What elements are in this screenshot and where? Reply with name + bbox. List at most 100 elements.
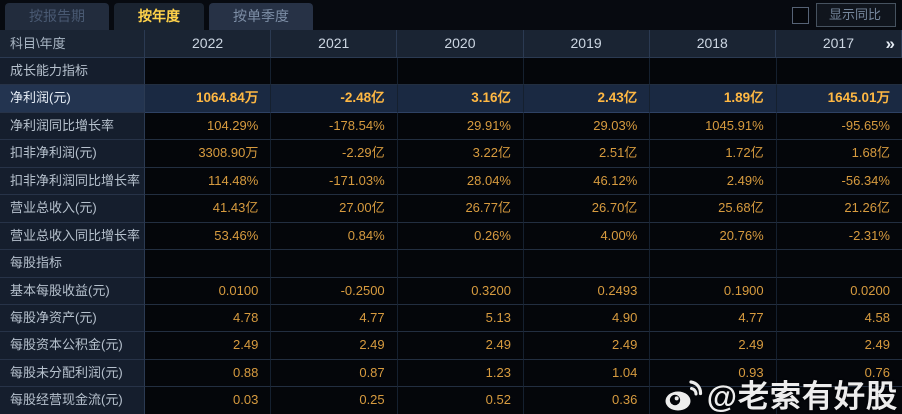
row-label: 每股指标	[0, 250, 145, 278]
value-cell: 1645.01万	[776, 85, 902, 113]
yoy-controls: 显示同比	[791, 3, 896, 27]
table-row[interactable]: 每股未分配利润(元) 0.88 0.87 1.23 1.04 0.93 0.76	[0, 359, 902, 388]
value-cell: 46.12%	[523, 167, 651, 196]
value-cell: 29.03%	[523, 112, 651, 141]
value-cell: 26.70亿	[523, 195, 651, 223]
table-row[interactable]: 每股资本公积金(元) 2.49 2.49 2.49 2.49 2.49 2.49	[0, 332, 902, 360]
value-cell: 2.49	[145, 332, 272, 360]
yoy-checkbox[interactable]	[791, 6, 809, 24]
row-label: 净利润(元)	[0, 85, 145, 113]
value-cell: 0.76	[776, 359, 902, 388]
value-cell: 2.43亿	[523, 85, 651, 113]
value-cell: 0.03	[145, 387, 272, 414]
value-cell: 4.90	[523, 304, 651, 333]
value-cell: 2.49	[397, 332, 524, 360]
row-label: 营业总收入同比增长率	[0, 222, 145, 251]
value-cell: 4.77	[650, 304, 777, 333]
value-cell: 0.3200	[397, 277, 524, 305]
value-cell: 53.46%	[145, 222, 272, 251]
value-cell: 2.51亿	[523, 140, 651, 168]
value-cell: 0.1900	[650, 277, 777, 305]
show-yoy-button[interactable]: 显示同比	[815, 3, 896, 27]
row-label: 扣非净利润(元)	[0, 140, 145, 168]
table-row[interactable]: 每股经营现金流(元) 0.03 0.25 0.52 0.36	[0, 387, 902, 414]
value-cell: 21.26亿	[776, 195, 902, 223]
table-row[interactable]: 扣非净利润同比增长率 114.48% -171.03% 28.04% 46.12% 2.4…	[0, 167, 902, 196]
value-cell: 28.04%	[397, 167, 524, 196]
value-cell: 2.49	[271, 332, 398, 360]
value-cell: 1.23	[397, 359, 524, 388]
row-label: 每股未分配利润(元)	[0, 359, 145, 388]
row-label: 扣非净利润同比增长率	[0, 167, 145, 196]
row-label: 每股净资产(元)	[0, 304, 145, 333]
value-cell	[650, 250, 777, 278]
value-cell: 114.48%	[145, 167, 272, 196]
value-cell: 1.89亿	[650, 85, 777, 113]
value-cell	[145, 250, 272, 278]
value-cell	[523, 250, 651, 278]
year-header[interactable]: 2018	[650, 30, 776, 57]
table-row[interactable]: 营业总收入(元) 41.43亿 27.00亿 26.77亿 26.70亿 25.68亿 21…	[0, 195, 902, 223]
value-cell: 2.49%	[650, 167, 777, 196]
value-cell	[271, 250, 398, 278]
value-cell: 0.52	[397, 387, 524, 414]
table-row[interactable]: 扣非净利润(元) 3308.90万 -2.29亿 3.22亿 2.51亿 1.72亿 1.6…	[0, 140, 902, 168]
value-cell: 0.87	[271, 359, 398, 388]
value-cell: 5.13	[397, 304, 524, 333]
tab-1[interactable]: 按报告期	[5, 3, 109, 30]
table-body: 成长能力指标 净利润(元) 1064.84万 -2.48亿 3.16亿 2.43亿 1.89…	[0, 58, 902, 414]
value-cell: 0.25	[271, 387, 398, 414]
table-row[interactable]: 基本每股收益(元) 0.0100 -0.2500 0.3200 0.2493 0.1900…	[0, 277, 902, 305]
value-cell: 0.93	[650, 359, 777, 388]
more-years-icon[interactable]: »	[885, 34, 895, 53]
value-cell	[650, 58, 777, 86]
value-cell: 4.77	[271, 304, 398, 333]
value-cell: 0.36	[523, 387, 651, 414]
row-label: 成长能力指标	[0, 58, 145, 86]
value-cell: 104.29%	[145, 112, 272, 141]
value-cell: 3.22亿	[397, 140, 524, 168]
value-cell: -56.34%	[776, 167, 902, 196]
financial-table: 科目\年度 2022 2021 2020 2019 2018 2017» 成长能力指标 净利…	[0, 30, 902, 414]
value-cell: 41.43亿	[145, 195, 272, 223]
value-cell: 1.68亿	[776, 140, 902, 168]
value-cell: -95.65%	[776, 112, 902, 141]
value-cell: 1.72亿	[650, 140, 777, 168]
value-cell: 2.49	[650, 332, 777, 360]
value-cell: 0.88	[145, 359, 272, 388]
year-header[interactable]: 2020	[397, 30, 524, 57]
value-cell: 2.49	[776, 332, 902, 360]
value-cell: 1045.91%	[650, 112, 777, 141]
value-cell: 1.04	[523, 359, 651, 388]
section-row: 每股指标	[0, 250, 902, 278]
value-cell	[650, 387, 777, 414]
value-cell: -2.31%	[776, 222, 902, 251]
corner-label: 科目\年度	[0, 30, 145, 57]
value-cell: 0.0100	[145, 277, 272, 305]
table-row[interactable]: 净利润同比增长率 104.29% -178.54% 29.91% 29.03% 1045.…	[0, 112, 902, 141]
value-cell: 3308.90万	[145, 140, 272, 168]
year-header[interactable]: 2021	[271, 30, 398, 57]
value-cell	[523, 58, 651, 86]
year-header[interactable]: 2017	[776, 30, 902, 57]
value-cell: 0.0200	[776, 277, 902, 305]
value-cell	[271, 58, 398, 86]
table-row[interactable]: 净利润(元) 1064.84万 -2.48亿 3.16亿 2.43亿 1.89亿 1645.…	[0, 85, 902, 113]
value-cell: 27.00亿	[271, 195, 398, 223]
row-label: 每股资本公积金(元)	[0, 332, 145, 360]
value-cell: -178.54%	[271, 112, 398, 141]
tab-3[interactable]: 按单季度	[209, 3, 313, 30]
year-header[interactable]: 2019	[524, 30, 650, 57]
table-row[interactable]: 营业总收入同比增长率 53.46% 0.84% 0.26% 4.00% 20.76% -2.…	[0, 222, 902, 251]
value-cell: 0.84%	[271, 222, 398, 251]
tab-2[interactable]: 按年度	[114, 3, 204, 30]
tab-bar: 按报告期 按年度 按单季度 显示同比	[0, 0, 902, 30]
value-cell: 0.2493	[523, 277, 651, 305]
value-cell: 26.77亿	[397, 195, 524, 223]
value-cell: 1064.84万	[145, 85, 272, 113]
year-header-row: 科目\年度 2022 2021 2020 2019 2018 2017»	[0, 30, 902, 58]
year-header[interactable]: 2022	[145, 30, 272, 57]
table-row[interactable]: 每股净资产(元) 4.78 4.77 5.13 4.90 4.77 4.58	[0, 304, 902, 333]
value-cell: 4.00%	[523, 222, 651, 251]
